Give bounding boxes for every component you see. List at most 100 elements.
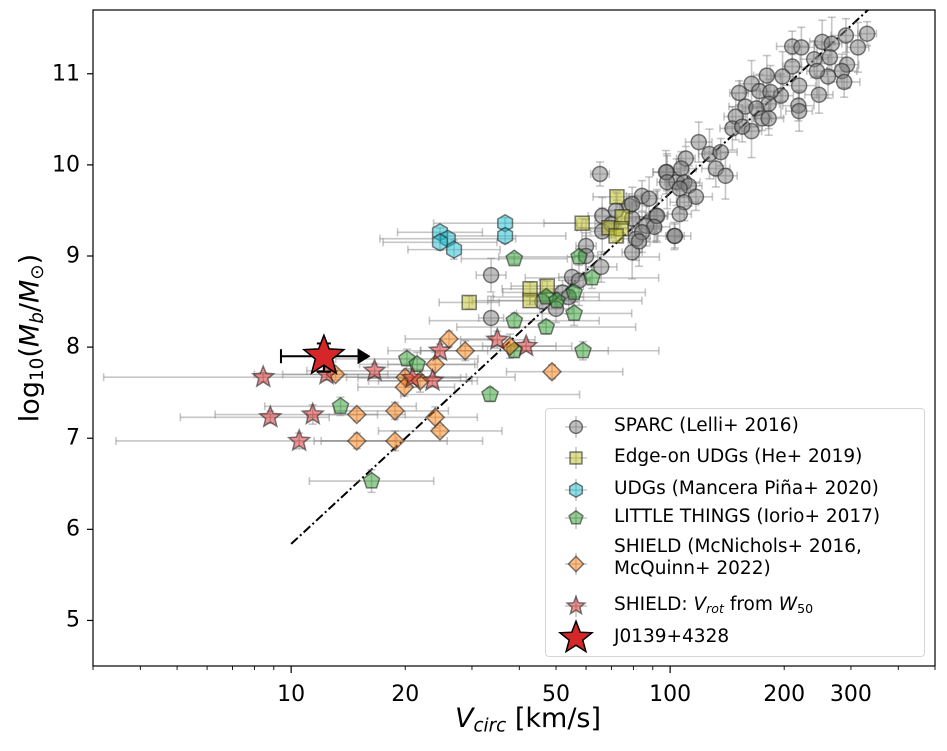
y-tick-label: 8 xyxy=(66,334,80,360)
data-point-series-3 xyxy=(362,471,381,489)
data-point-series-3 xyxy=(570,247,588,265)
y-tick-label: 7 xyxy=(66,425,80,451)
x-label-sub: circ xyxy=(473,715,507,737)
data-point-series-1 xyxy=(461,294,477,311)
data-point-series-1 xyxy=(522,292,538,309)
data-point-series-3 xyxy=(331,396,350,414)
data-point-j0139 xyxy=(301,333,346,375)
data-point-series-4 xyxy=(384,400,406,421)
data-point-series-0 xyxy=(790,102,808,120)
data-point-series-0 xyxy=(592,258,610,276)
legend-label-little-things: LITTLE THINGS (Iorio+ 2017) xyxy=(614,506,881,527)
data-point-series-2 xyxy=(445,240,463,259)
legend-marker-square xyxy=(569,451,583,465)
legend-label-shield-line1: SHIELD (McNichols+ 2016, xyxy=(614,536,862,557)
data-point-series-0 xyxy=(849,39,867,56)
y-label-close: ) xyxy=(14,253,46,265)
y-label-open: ( xyxy=(14,347,46,358)
legend-w50-vsub: rot xyxy=(706,601,724,617)
data-point-series-0 xyxy=(758,67,776,84)
data-point-series-1 xyxy=(574,215,590,231)
data-point-layer xyxy=(250,25,876,489)
y-tick-label: 11 xyxy=(52,61,80,87)
data-point-series-5 xyxy=(400,365,425,389)
data-point-series-3 xyxy=(574,341,592,359)
data-point-series-5 xyxy=(286,427,312,452)
legend-label-shield: SHIELD (McNichols+ 2016, McQuinn+ 2022) xyxy=(614,536,862,580)
x-label-var: V xyxy=(454,703,474,734)
axes xyxy=(87,9,936,673)
data-point-series-0 xyxy=(835,73,853,91)
data-point-series-0 xyxy=(666,227,684,245)
x-tick-label: 50 xyxy=(542,682,571,707)
data-point-series-0 xyxy=(783,58,801,75)
data-point-series-1 xyxy=(609,189,625,205)
data-point-series-4 xyxy=(455,340,476,361)
data-point-series-3 xyxy=(583,268,601,286)
legend-markers xyxy=(557,416,595,654)
legend-label-sparc: SPARC (Lelli+ 2016) xyxy=(614,415,799,436)
data-point-series-0 xyxy=(730,84,748,102)
data-point-series-2 xyxy=(497,226,514,246)
data-point-series-3 xyxy=(537,317,556,335)
data-point-series-0 xyxy=(774,68,791,85)
x-tick-label: 20 xyxy=(391,682,420,707)
data-point-series-1 xyxy=(608,228,624,244)
data-point-series-0 xyxy=(808,62,826,80)
y-label-log: log xyxy=(14,381,46,423)
x-tick-label: 10 xyxy=(277,682,306,707)
data-point-series-4 xyxy=(429,420,451,441)
data-point-series-0 xyxy=(793,39,810,56)
data-point-series-0 xyxy=(821,49,839,66)
data-point-series-0 xyxy=(858,25,876,42)
data-point-series-3 xyxy=(481,385,500,403)
data-point-series-5 xyxy=(300,401,326,426)
x-tick-label: 100 xyxy=(649,682,692,707)
data-point-series-5 xyxy=(420,367,445,392)
data-point-series-5 xyxy=(257,404,283,428)
legend-marker-hexagon xyxy=(568,481,584,499)
data-point-series-4 xyxy=(425,354,446,375)
data-point-series-0 xyxy=(823,35,840,52)
data-point-series-0 xyxy=(591,165,609,183)
y-label-msub: b xyxy=(27,312,49,324)
y-tick-label: 5 xyxy=(66,607,80,633)
legend-marker-circle xyxy=(568,419,584,435)
data-point-series-0 xyxy=(690,133,707,151)
y-label-m: M xyxy=(14,323,46,348)
y-tick-label: 9 xyxy=(66,243,80,269)
plot-frame xyxy=(92,9,936,667)
data-point-series-0 xyxy=(482,266,500,284)
y-label-sun: ⊙ xyxy=(27,264,49,280)
data-point-series-0 xyxy=(733,118,751,135)
data-point-series-0 xyxy=(810,86,828,103)
legend-w50-mid: from xyxy=(723,594,779,615)
legend-label-edge-on-udgs: Edge-on UDGs (He+ 2019) xyxy=(614,446,863,467)
y-label-m2: M xyxy=(14,279,46,304)
x-axis-label: Vcirc [km/s] xyxy=(454,703,602,737)
data-point-series-0 xyxy=(630,233,648,250)
data-point-series-3 xyxy=(565,282,584,301)
data-point-series-0 xyxy=(640,190,658,207)
legend-w50-prefix: SHIELD: xyxy=(614,594,694,615)
x-label-unit: [km/s] xyxy=(506,703,602,734)
data-point-series-0 xyxy=(760,110,777,127)
data-point-series-0 xyxy=(790,77,808,94)
data-point-series-0 xyxy=(673,160,690,177)
data-point-series-0 xyxy=(717,167,734,185)
data-point-series-5 xyxy=(513,333,539,357)
data-point-series-4 xyxy=(346,404,367,425)
data-point-series-3 xyxy=(505,311,524,329)
legend-label-j0139: J0139+4328 xyxy=(614,626,730,647)
legend: SPARC (Lelli+ 2016) Edge-on UDGs (He+ 20… xyxy=(545,408,925,657)
legend-label-shield-w50: SHIELD: Vrot from W50 xyxy=(614,594,813,616)
legend-marker-star xyxy=(565,594,587,616)
legend-w50-v: V xyxy=(693,594,707,615)
data-point-series-4 xyxy=(346,430,367,452)
x-tick-label: 200 xyxy=(763,682,806,707)
legend-w50-w: W xyxy=(778,594,798,615)
data-point-series-0 xyxy=(837,27,855,44)
data-point-series-3 xyxy=(548,291,566,309)
y-tick-label: 10 xyxy=(52,152,80,178)
